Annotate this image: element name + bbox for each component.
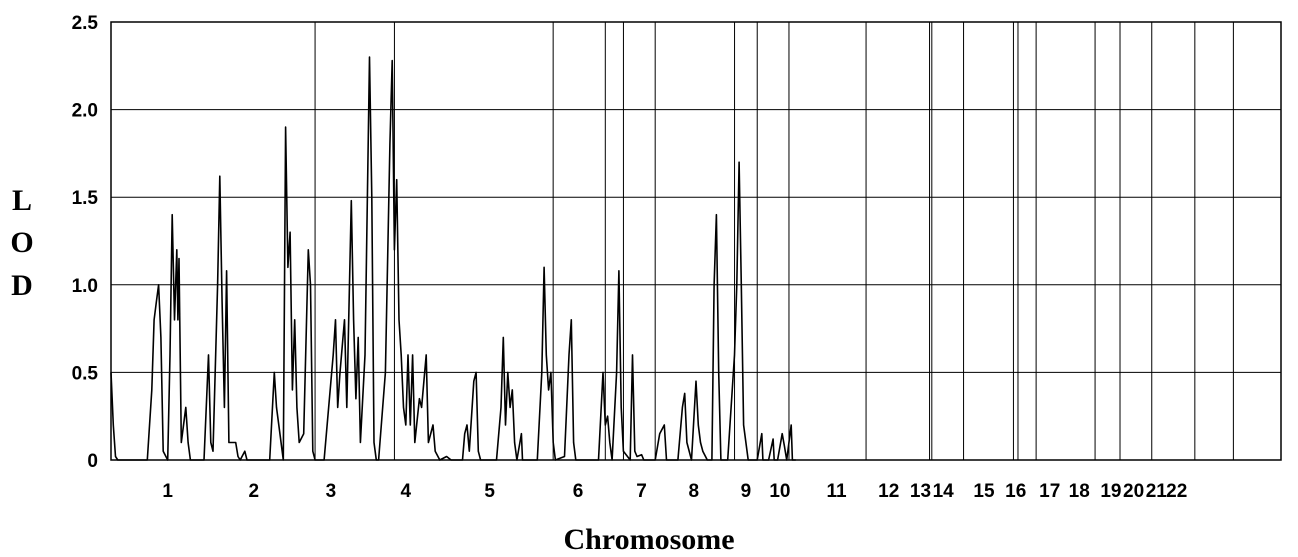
y-tick-label: 1.0 (72, 276, 98, 297)
lod-series-line-0 (110, 56, 796, 461)
x-tick-label-chr-20: 20 (1123, 481, 1144, 502)
y-tick-label: 2.5 (72, 13, 99, 34)
x-tick-label-chr-4: 4 (400, 481, 411, 502)
x-axis: 1 2 3 4 5 6 7 8 9 10 11 12 13 14 15 16 17 18 19 20 21 22 (162, 481, 1187, 502)
x-tick-label-chr-22: 22 (1166, 481, 1187, 502)
x-tick-label-chr-1: 1 (162, 481, 173, 502)
x-tick-label-chr-18: 18 (1069, 481, 1090, 502)
x-tick-label-chr-13: 13 (910, 481, 931, 502)
x-tick-label-chr-9: 9 (741, 481, 752, 502)
y-tick-label: 2.0 (72, 101, 98, 122)
y-axis-label-letter: D (11, 269, 33, 302)
y-axis: 0 0.5 1.0 1.5 2.0 2.5 (72, 13, 99, 472)
y-axis-label: LOD (10, 184, 33, 302)
y-tick-label: 1.5 (72, 188, 99, 209)
x-tick-label-chr-6: 6 (573, 481, 584, 502)
y-axis-label-letter: L (12, 184, 32, 217)
x-tick-label-chr-5: 5 (484, 481, 495, 502)
x-tick-label-chr-14: 14 (933, 481, 955, 502)
x-tick-label-chr-10: 10 (769, 481, 790, 502)
x-tick-label-chr-21: 21 (1146, 481, 1168, 502)
grid (111, 22, 1281, 460)
plot-area (110, 21, 1282, 461)
x-tick-label-chr-12: 12 (878, 481, 899, 502)
x-axis-label: Chromosome (563, 523, 734, 556)
x-tick-label-chr-17: 17 (1039, 481, 1060, 502)
x-tick-label-chr-19: 19 (1100, 481, 1121, 502)
y-tick-label: 0 (87, 451, 98, 472)
y-tick-label: 0.5 (72, 363, 99, 384)
x-tick-label-chr-11: 11 (827, 481, 848, 502)
series-layer (110, 56, 796, 461)
x-tick-label-chr-15: 15 (973, 481, 995, 502)
x-tick-label-chr-2: 2 (249, 481, 260, 502)
y-axis-label-letter: O (10, 226, 33, 259)
x-tick-label-chr-16: 16 (1005, 481, 1026, 502)
x-tick-label-chr-3: 3 (326, 481, 337, 502)
x-tick-label-chr-8: 8 (688, 481, 699, 502)
x-tick-label-chr-7: 7 (636, 481, 647, 502)
